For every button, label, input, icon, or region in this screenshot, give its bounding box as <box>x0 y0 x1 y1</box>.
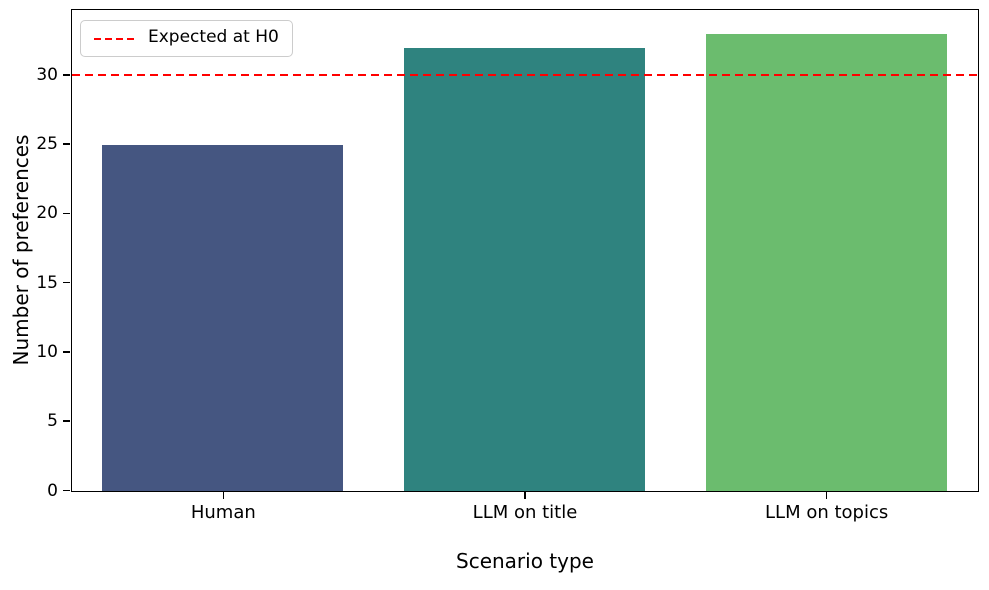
y-tick-mark <box>63 74 70 76</box>
h0-reference-line <box>72 74 978 77</box>
x-tick-label-llm-on-topics: LLM on topics <box>765 502 889 523</box>
bar-human <box>102 144 344 491</box>
x-axis-label: Scenario type <box>456 549 594 573</box>
y-tick-label: 15 <box>36 272 58 293</box>
x-tick-mark <box>222 492 225 499</box>
x-tick-label-llm-on-title: LLM on title <box>472 502 578 523</box>
y-axis-label: Number of preferences <box>9 134 33 366</box>
y-tick-mark <box>63 212 70 215</box>
dashed-line-icon <box>94 37 136 40</box>
x-tick-mark <box>524 492 526 499</box>
x-tick-label-human: Human <box>190 502 256 523</box>
y-tick-label: 30 <box>36 64 58 85</box>
y-tick-mark <box>63 420 70 422</box>
legend: Expected at H0 <box>80 20 293 57</box>
y-tick-mark <box>63 281 70 284</box>
y-tick-label: 25 <box>36 134 58 155</box>
bar-llm-on-title <box>403 47 646 491</box>
y-tick-mark <box>63 143 70 145</box>
y-tick-label: 5 <box>47 411 58 432</box>
y-tick-mark <box>63 351 70 353</box>
y-tick-label: 10 <box>36 341 58 362</box>
plot-area: Expected at H0 <box>71 9 979 492</box>
y-tick-label: 0 <box>47 480 58 501</box>
y-tick-label: 20 <box>36 203 58 224</box>
y-tick-mark <box>63 489 70 492</box>
bar-llm-on-topics <box>705 33 947 491</box>
legend-label: Expected at H0 <box>148 27 279 47</box>
plot-inner <box>72 10 978 491</box>
x-tick-mark <box>825 492 828 499</box>
